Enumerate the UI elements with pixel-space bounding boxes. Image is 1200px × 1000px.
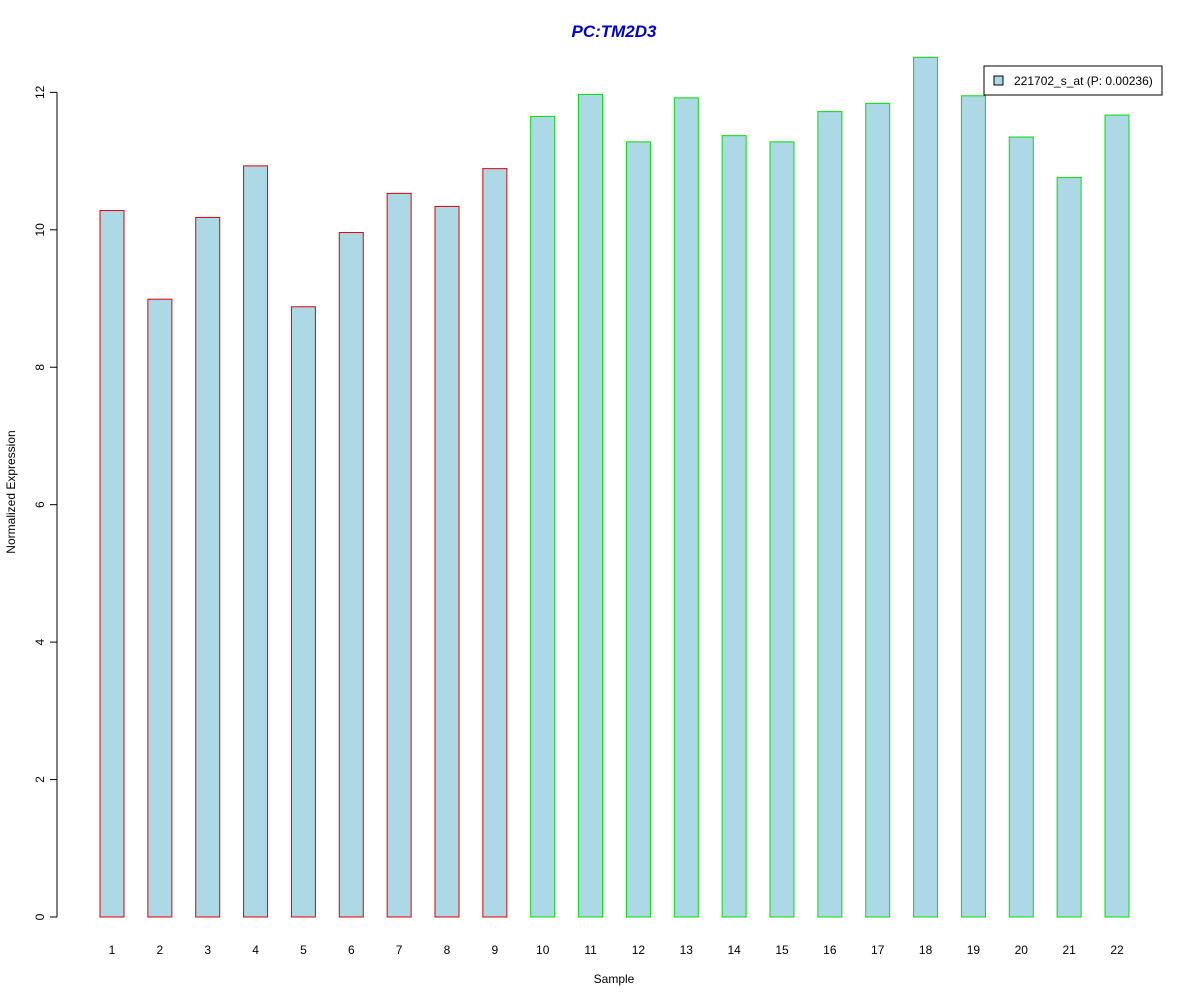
y-tick-label: 6: [33, 501, 47, 508]
x-tick-label: 8: [444, 943, 451, 957]
x-axis-label: Sample: [594, 972, 635, 986]
y-tick-label: 12: [33, 85, 47, 99]
bar-sample-8: [434, 205, 460, 918]
x-tick-label: 2: [157, 943, 164, 957]
chart-title: PC:TM2D3: [571, 22, 657, 41]
x-tick-label: 10: [536, 943, 550, 957]
y-tick-label: 2: [33, 776, 47, 783]
bar-sample-4: [243, 165, 269, 918]
bar-sample-7: [386, 192, 412, 918]
y-tick-label: 10: [33, 223, 47, 237]
x-tick-label: 18: [919, 943, 933, 957]
x-tick-label: 7: [396, 943, 403, 957]
x-tick-label: 17: [871, 943, 885, 957]
x-tick-label: 19: [967, 943, 981, 957]
bar-sample-10: [530, 115, 556, 918]
legend-box: [983, 65, 1163, 96]
x-tick-label: 4: [252, 943, 259, 957]
y-axis-label: Normalized Expression: [4, 430, 18, 553]
bar-sample-6: [338, 232, 364, 918]
x-tick-labels: 1 2 3 4 5 6 7 8 9 10 11 12 13 14 15 16 17 18 19 20 21 22: [109, 943, 1124, 957]
bar-sample-20: [1008, 136, 1034, 918]
x-tick-label: 22: [1110, 943, 1124, 957]
y-axis: 0 2 4 6 8 10 12: [33, 85, 58, 920]
bar-sample-18: [913, 56, 939, 918]
bar-sample-1: [99, 210, 125, 918]
x-tick-label: 11: [584, 943, 597, 957]
x-tick-label: 16: [823, 943, 837, 957]
bar-sample-5: [290, 306, 316, 918]
bar-sample-17: [865, 102, 891, 918]
x-tick-label: 13: [680, 943, 694, 957]
bar-sample-13: [673, 97, 699, 918]
y-tick-label: 4: [33, 638, 47, 645]
legend-swatch: [993, 75, 1004, 86]
x-tick-label: 14: [727, 943, 741, 957]
bar-sample-12: [625, 141, 651, 918]
bar-sample-22: [1104, 114, 1130, 918]
x-tick-label: 1: [109, 943, 116, 957]
bars-group: [99, 56, 1130, 918]
bar-sample-2: [147, 298, 173, 918]
x-tick-label: 20: [1015, 943, 1029, 957]
legend: 221702_s_at (P: 0.00236): [983, 65, 1163, 96]
x-tick-label: 6: [348, 943, 355, 957]
y-tick-label: 8: [33, 364, 47, 371]
x-tick-label: 12: [632, 943, 646, 957]
x-tick-label: 5: [300, 943, 307, 957]
bar-sample-19: [960, 95, 986, 918]
x-tick-label: 21: [1062, 943, 1076, 957]
bar-sample-15: [769, 141, 795, 918]
x-tick-label: 9: [492, 943, 499, 957]
y-tick-label: 0: [33, 913, 47, 920]
x-tick-label: 15: [775, 943, 789, 957]
bar-sample-14: [721, 135, 747, 918]
bar-sample-11: [578, 93, 604, 918]
bar-sample-9: [482, 168, 508, 918]
bar-sample-16: [817, 111, 843, 918]
bar-sample-21: [1056, 177, 1082, 918]
x-tick-label: 3: [204, 943, 211, 957]
legend-label: 221702_s_at (P: 0.00236): [1014, 74, 1153, 88]
bar-sample-3: [195, 216, 221, 918]
